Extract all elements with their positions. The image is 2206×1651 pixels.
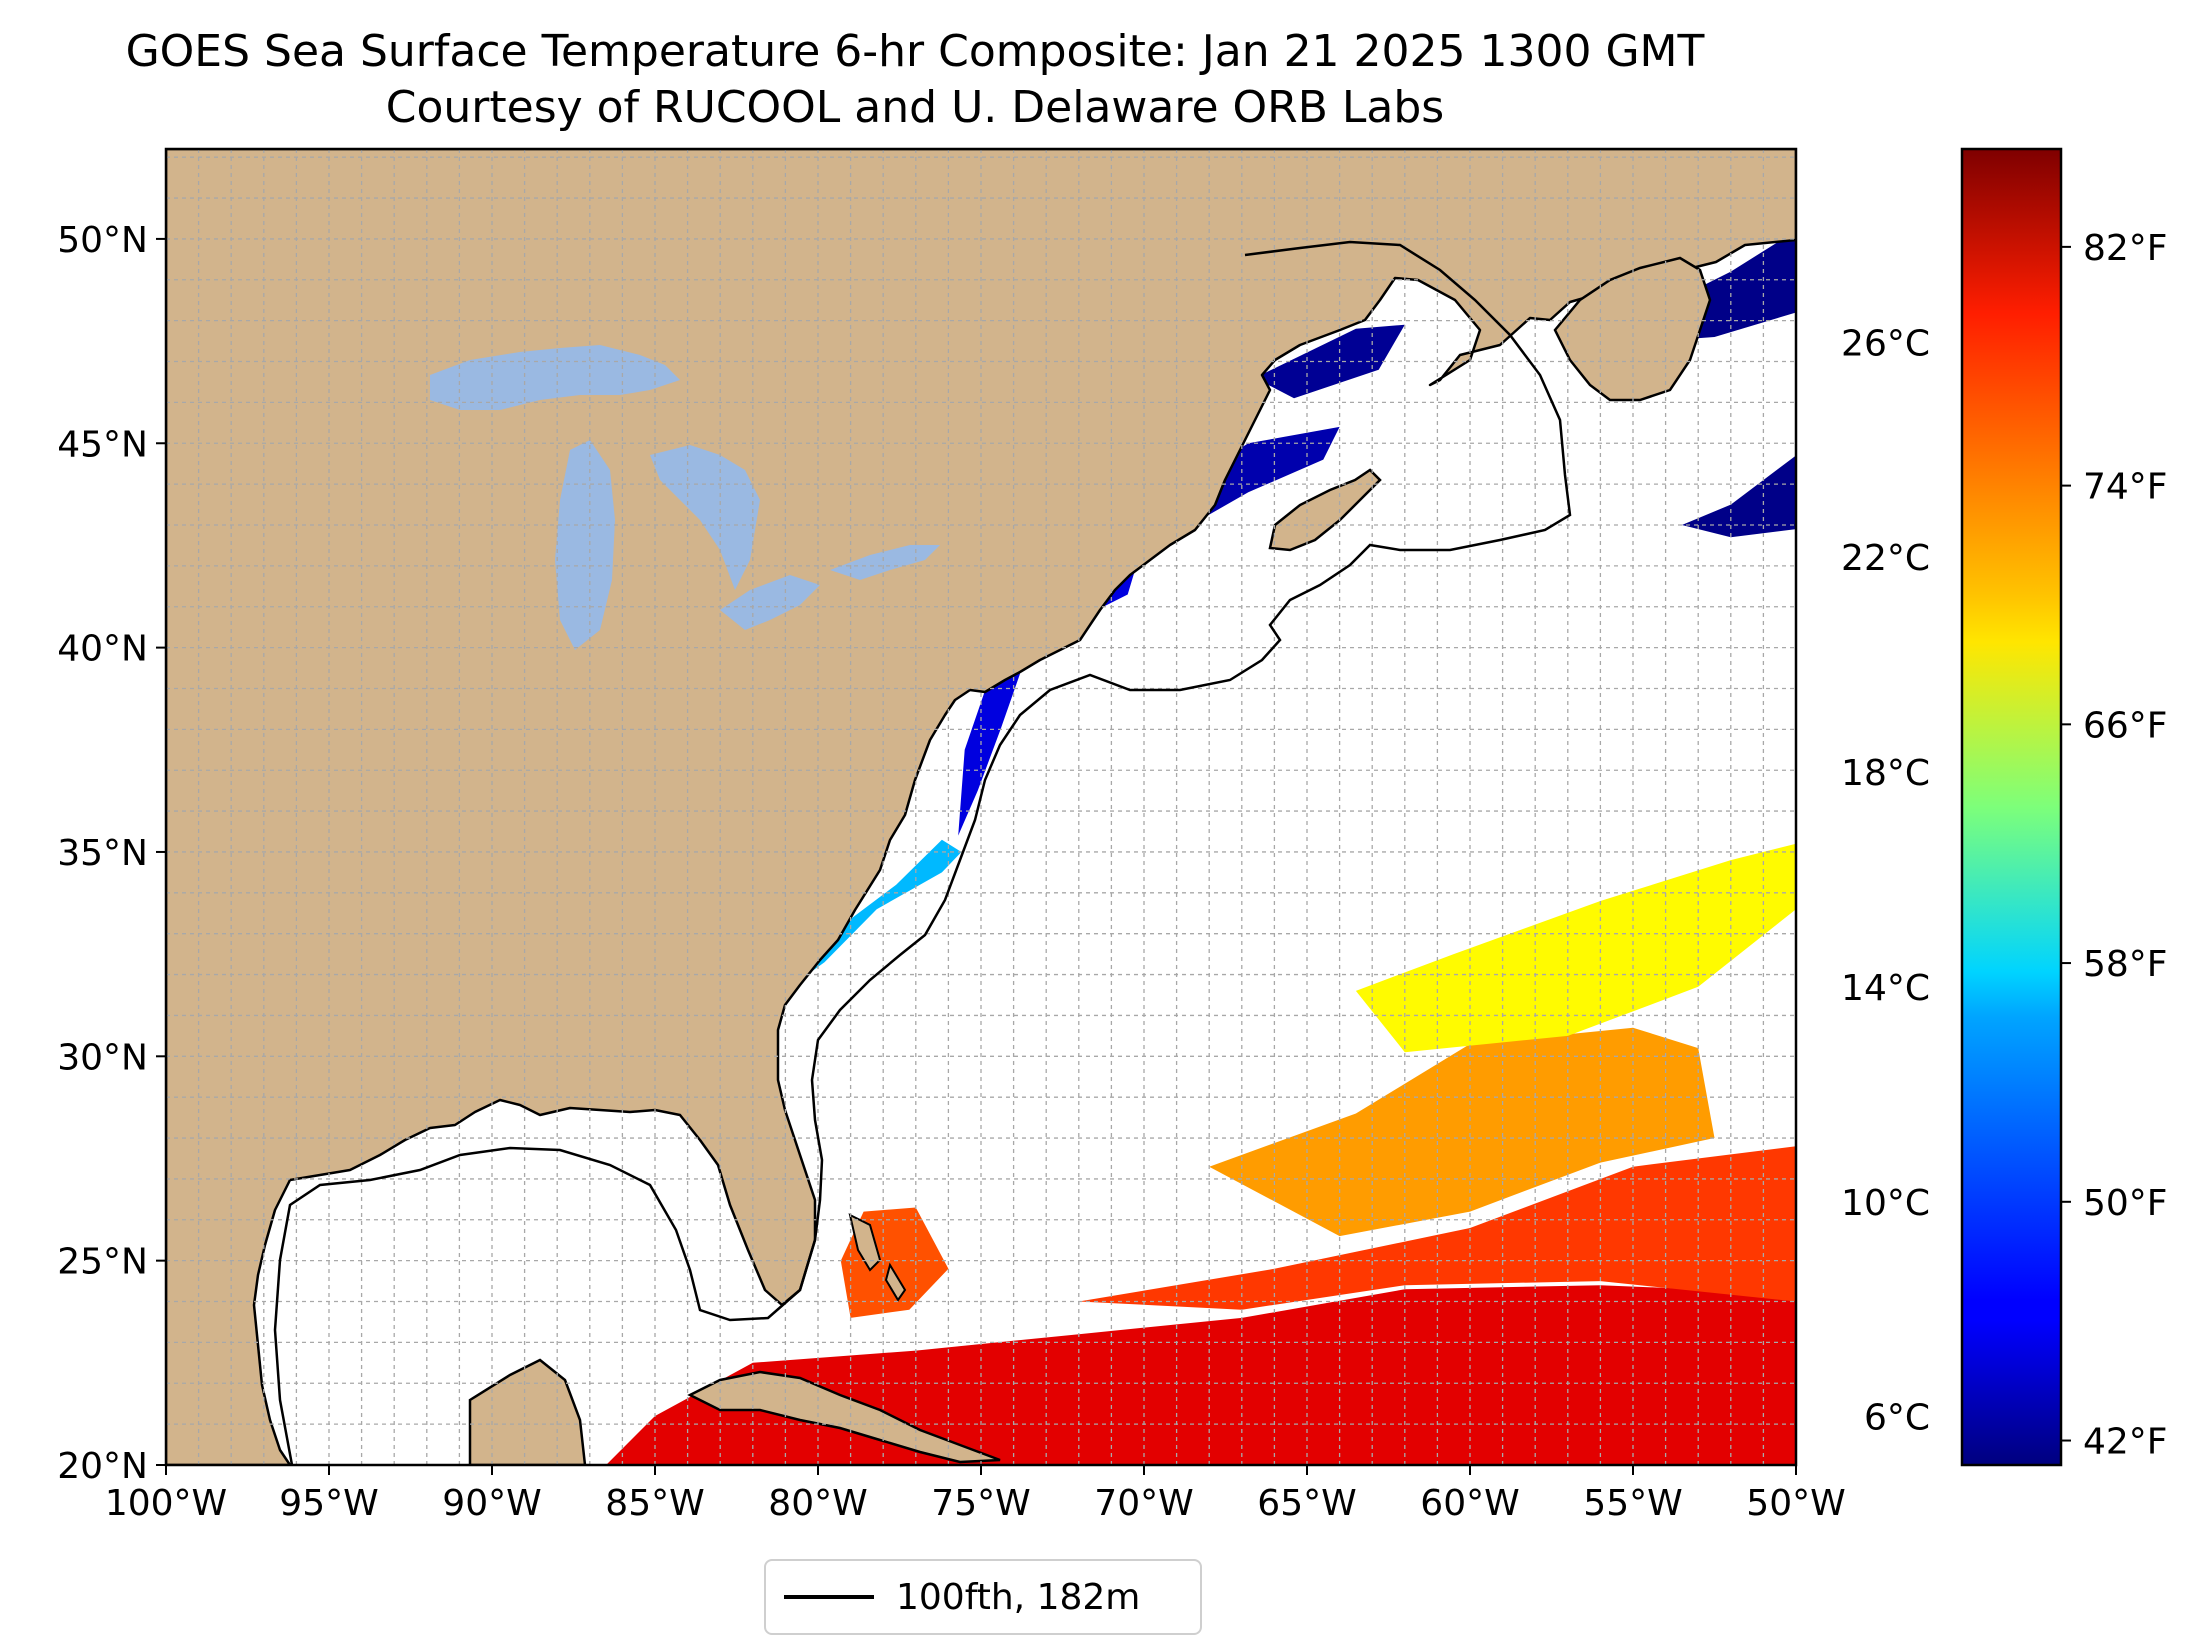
lon-tick-label: 100°W — [105, 1483, 227, 1524]
map-subtitle: Courtesy of RUCOOL and U. Delaware ORB L… — [385, 82, 1445, 133]
sst-layer — [606, 230, 1796, 1465]
sst-field-subtropical-yellowgreen — [1355, 843, 1796, 1053]
lon-tick-label: 65°W — [1257, 1483, 1356, 1524]
lat-tick-label: 40°N — [57, 629, 148, 670]
map-area — [166, 149, 1796, 1465]
colorbar-celsius-label: 14°C — [1841, 968, 1930, 1009]
lat-tick-label: 45°N — [57, 424, 148, 465]
fathom-100-contour — [273, 240, 1572, 1465]
legend-label: 100fth, 182m — [896, 1576, 1141, 1618]
latitude-axis: 20°N 25°N 30°N 35°N 40°N 45°N 50°N — [57, 220, 166, 1487]
colorbar-celsius-label: 10°C — [1841, 1183, 1930, 1224]
sst-field-subtropical-yellow — [1209, 1027, 1715, 1237]
graticule — [166, 149, 1796, 1465]
sst-field-caribbean-warm — [606, 1285, 1796, 1465]
lon-tick-label: 55°W — [1583, 1483, 1682, 1524]
lat-tick-label: 35°N — [57, 833, 148, 874]
lat-tick-label: 50°N — [57, 220, 148, 261]
lat-tick-label: 25°N — [57, 1242, 148, 1283]
yucatan-land — [468, 1358, 587, 1465]
colorbar-celsius-label: 6°C — [1864, 1398, 1930, 1439]
legend-line-swatch — [784, 1595, 874, 1599]
lon-tick-label: 90°W — [442, 1483, 541, 1524]
colorbar-celsius-label: 22°C — [1841, 538, 1930, 579]
colorbar-fahrenheit-label: 42°F — [2083, 1422, 2168, 1463]
sst-field-grand-banks-cold — [1681, 455, 1796, 538]
lat-tick-label: 30°N — [57, 1037, 148, 1078]
colorbar-fahrenheit-label: 66°F — [2083, 705, 2168, 746]
lon-tick-label: 75°W — [931, 1483, 1030, 1524]
sst-field-subtropical-orange — [1078, 1146, 1796, 1310]
colorbar-fahrenheit-label: 58°F — [2083, 944, 2168, 985]
legend: 100fth, 182m — [764, 1559, 1202, 1635]
lon-tick-label: 70°W — [1094, 1483, 1193, 1524]
colorbar-celsius-label: 18°C — [1841, 753, 1930, 794]
lon-tick-label: 95°W — [279, 1483, 378, 1524]
map-title: GOES Sea Surface Temperature 6-hr Compos… — [125, 26, 1705, 77]
lon-tick-label: 60°W — [1420, 1483, 1519, 1524]
cuba-land — [687, 1370, 1001, 1464]
colorbar-fahrenheit-label: 74°F — [2083, 467, 2168, 508]
colorbar-fahrenheit-axis: 42°F 50°F 58°F 66°F 74°F 82°F — [2061, 228, 2168, 1463]
bahamas-land — [848, 1213, 907, 1302]
colorbar-fahrenheit-label: 82°F — [2083, 228, 2168, 269]
nova-scotia-land — [1268, 468, 1382, 552]
colorbar — [1960, 147, 2063, 1467]
lon-tick-label: 50°W — [1746, 1483, 1845, 1524]
lon-tick-label: 80°W — [768, 1483, 867, 1524]
colorbar-celsius-axis: 6°C 10°C 14°C 18°C 22°C 26°C — [1841, 323, 1930, 1438]
lat-tick-label: 20°N — [57, 1446, 148, 1487]
colorbar-celsius-label: 26°C — [1841, 323, 1930, 364]
colorbar-fahrenheit-label: 50°F — [2083, 1183, 2168, 1224]
lon-tick-label: 85°W — [605, 1483, 704, 1524]
longitude-axis: 100°W 95°W 90°W 85°W 80°W 75°W 70°W 65°W 60°W 55°… — [105, 1465, 1846, 1524]
